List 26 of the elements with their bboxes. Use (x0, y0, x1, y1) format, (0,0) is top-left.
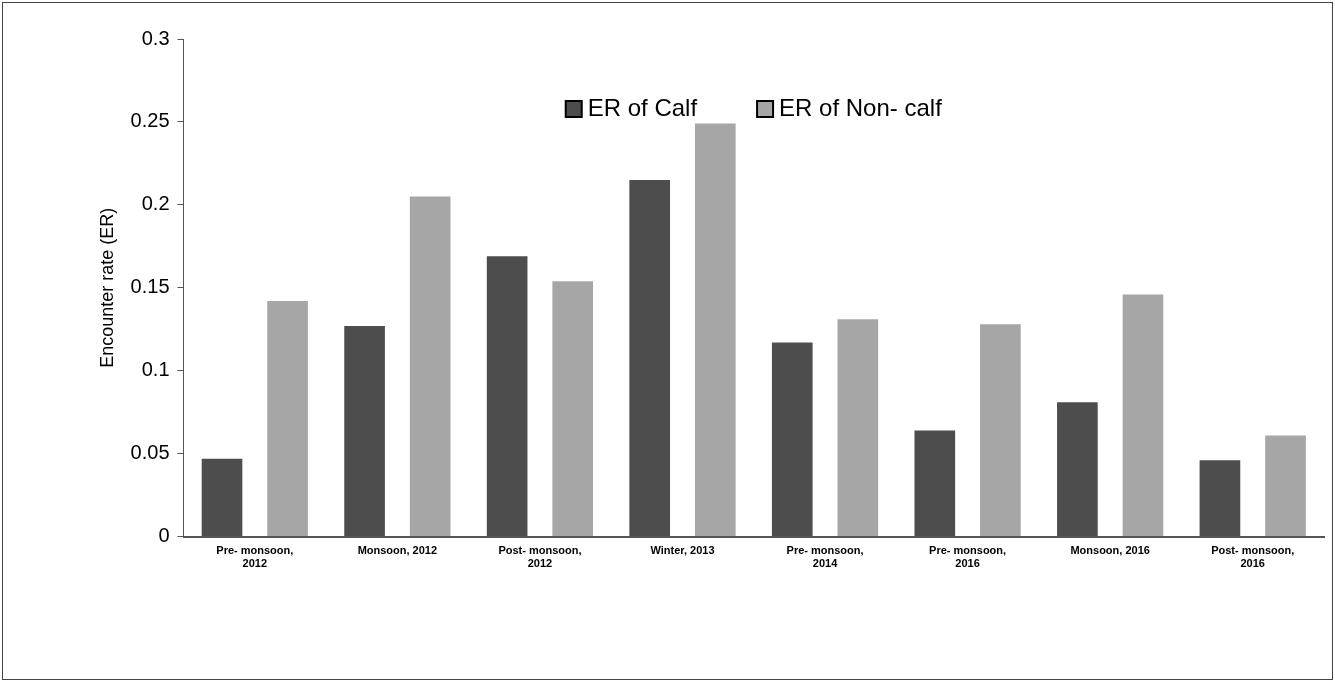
y-tick-label: 0.2 (141, 192, 170, 215)
y-tick-label: 0.05 (130, 441, 170, 464)
y-tick-label: 0.1 (141, 358, 170, 381)
bar (267, 301, 308, 537)
y-axis-title: Encounter rate (ER) (96, 207, 117, 368)
y-tick-label: 0.25 (130, 109, 170, 132)
x-tick-label: Monsoon, 2016 (1070, 544, 1150, 557)
x-tick-label: Post- monsoon, 2016 (1211, 544, 1295, 570)
bar (552, 281, 594, 537)
y-tick-label: 0.3 (141, 26, 170, 49)
legend-label: ER of Non- calf (779, 93, 943, 121)
y-tick-label: 0 (158, 524, 170, 547)
bar (837, 319, 879, 537)
bar (694, 123, 736, 537)
x-tick-label: Pre- monsoon, 2016 (929, 544, 1007, 570)
bar (980, 324, 1021, 537)
bar (1265, 435, 1306, 537)
bar (409, 196, 451, 537)
x-tick-label: Winter, 2013 (650, 544, 715, 557)
y-tick-label: 0.15 (130, 275, 170, 298)
x-tick-label: Pre- monsoon, 2014 (786, 544, 864, 570)
x-tick-label: Monsoon, 2012 (357, 544, 438, 557)
x-tick-label: Pre- monsoon, 2012 (216, 544, 294, 570)
x-tick-label: Post- monsoon, 2012 (498, 544, 582, 570)
legend-label: ER of Calf (587, 93, 698, 121)
bar (1122, 294, 1164, 537)
